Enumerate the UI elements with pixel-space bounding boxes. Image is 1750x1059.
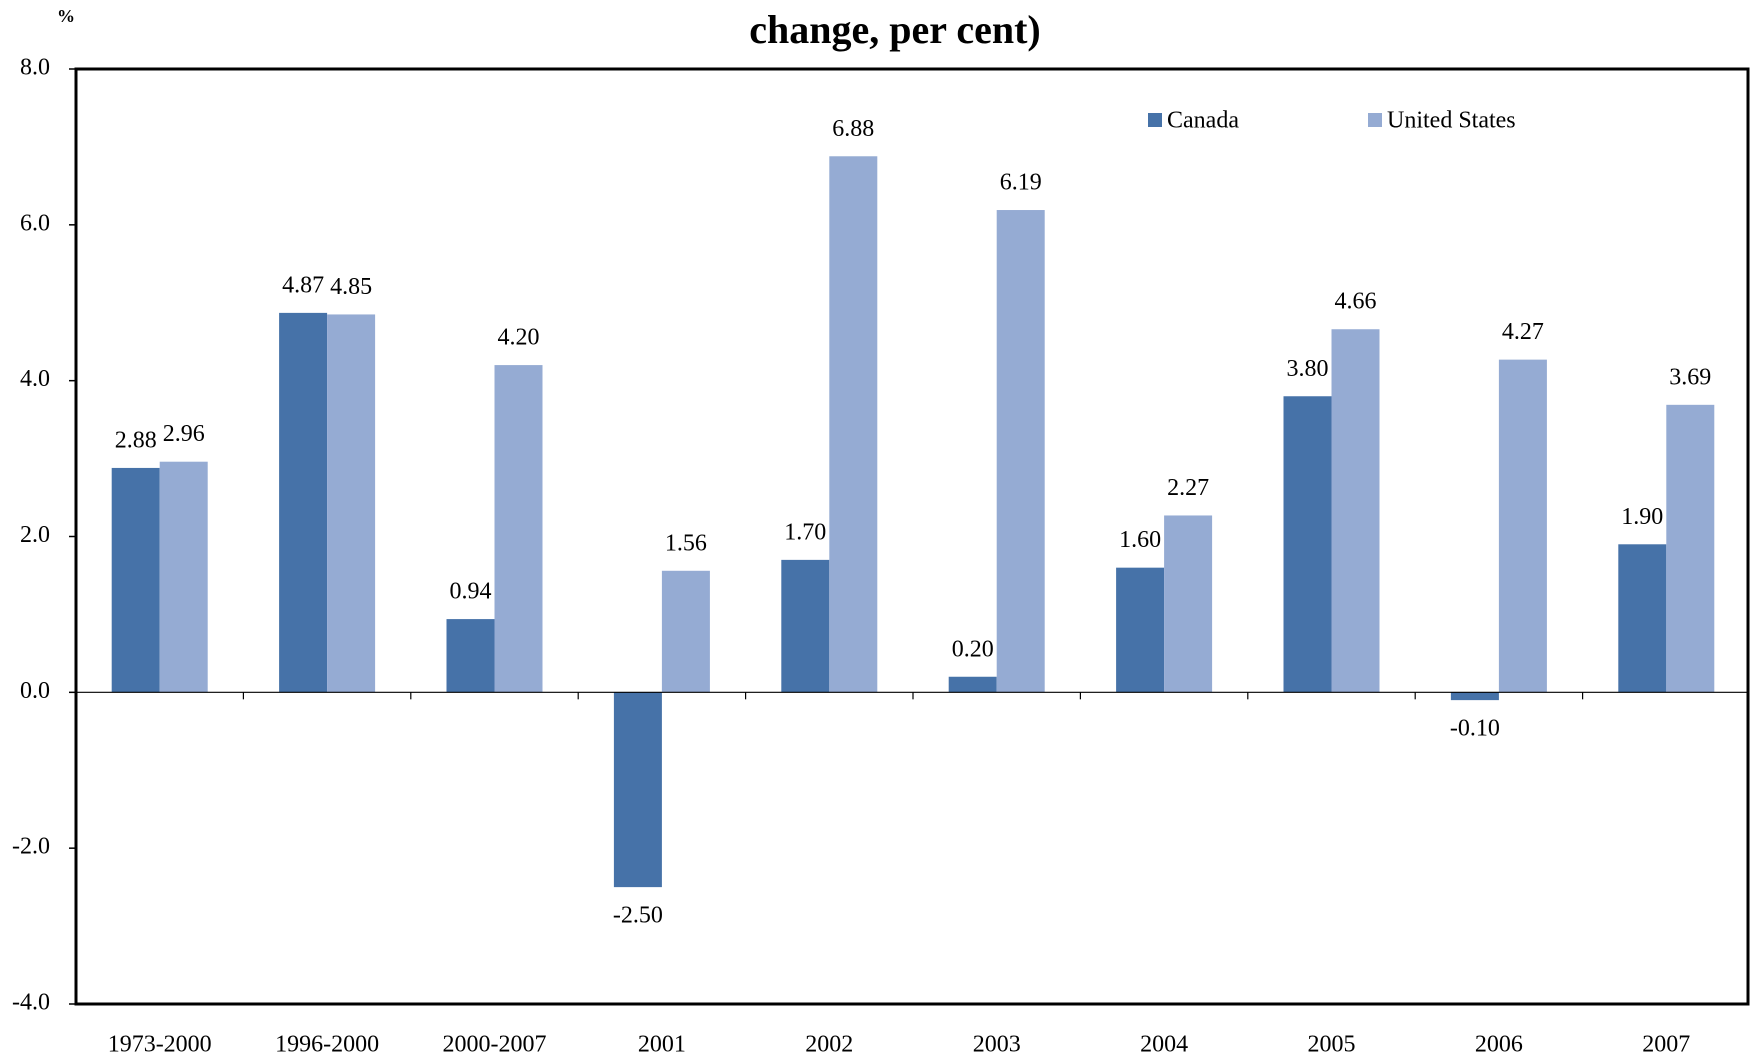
data-label: 2.88 — [115, 427, 157, 453]
x-tick-label: 1973-2000 — [108, 1032, 212, 1058]
legend-swatch — [1368, 113, 1382, 127]
y-tick-label: 2.0 — [20, 522, 50, 548]
bar — [1450, 692, 1499, 701]
x-tick-label: 2007 — [1642, 1032, 1690, 1058]
x-tick-label: 2005 — [1308, 1032, 1356, 1058]
data-label: 0.20 — [952, 636, 994, 662]
y-tick-label: -4.0 — [12, 990, 50, 1016]
data-label: -0.10 — [1450, 716, 1500, 742]
bar — [279, 312, 328, 693]
y-tick-label: 0.0 — [20, 678, 50, 704]
data-label: 6.88 — [832, 116, 874, 142]
bar — [661, 570, 710, 693]
data-label: 1.56 — [665, 530, 707, 556]
legend-label: Canada — [1167, 108, 1239, 134]
x-tick-label: 2006 — [1475, 1032, 1523, 1058]
data-label: 2.96 — [163, 421, 205, 447]
bar — [781, 559, 830, 693]
bar — [829, 156, 878, 693]
data-label: 1.90 — [1621, 504, 1663, 530]
data-label: 4.27 — [1502, 319, 1544, 345]
legend-label: United States — [1387, 108, 1516, 134]
chart-title: change, per cent) — [749, 7, 1040, 52]
x-tick-label: 2001 — [638, 1032, 686, 1058]
x-tick-label: 2003 — [973, 1032, 1021, 1058]
legend-swatch — [1148, 113, 1162, 127]
data-label: 6.19 — [1000, 170, 1042, 196]
bar — [1283, 396, 1332, 693]
data-label: 3.69 — [1669, 364, 1711, 390]
y-tick-label: 8.0 — [20, 55, 50, 81]
bar — [1498, 359, 1547, 693]
bar — [948, 676, 997, 693]
bar — [446, 619, 495, 693]
data-label: 0.94 — [450, 579, 492, 605]
y-axis-label: % — [57, 6, 75, 26]
bar — [613, 692, 662, 888]
data-label: 4.20 — [498, 325, 540, 351]
data-label: -2.50 — [613, 903, 663, 929]
data-label: 1.60 — [1119, 527, 1161, 553]
data-label: 4.85 — [330, 274, 372, 300]
bar — [159, 461, 208, 693]
data-label: 2.27 — [1167, 475, 1209, 501]
data-label: 1.70 — [784, 519, 826, 545]
y-tick-label: -2.0 — [12, 834, 50, 860]
bar — [1164, 515, 1213, 693]
bar — [1116, 567, 1165, 693]
plot-border — [74, 67, 1750, 1006]
x-tick-label: 2004 — [1140, 1032, 1188, 1058]
x-tick-label: 1996-2000 — [275, 1032, 379, 1058]
bar — [494, 365, 543, 693]
bar — [111, 467, 160, 693]
data-label: 3.80 — [1287, 356, 1329, 382]
bar — [996, 210, 1045, 693]
x-tick-label: 2000-2007 — [443, 1032, 547, 1058]
x-tick-label: 2002 — [805, 1032, 853, 1058]
bar — [1618, 544, 1667, 693]
y-tick-label: 4.0 — [20, 366, 50, 392]
bar — [1331, 329, 1380, 693]
y-tick-label: 6.0 — [20, 210, 50, 236]
data-label: 4.66 — [1335, 289, 1377, 315]
bar — [1666, 404, 1715, 693]
data-label: 4.87 — [282, 272, 324, 298]
bar — [327, 314, 376, 693]
